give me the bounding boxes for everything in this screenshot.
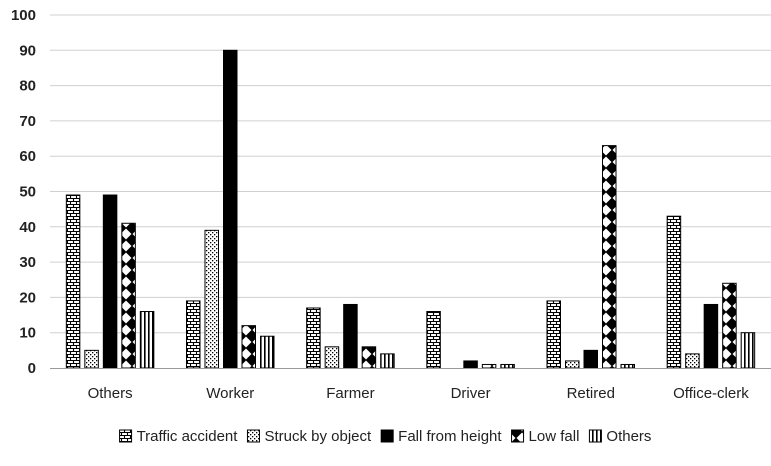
bar — [204, 229, 219, 369]
bar — [84, 349, 99, 369]
y-tick-label: 100 — [11, 7, 36, 24]
y-tick-label: 20 — [19, 289, 36, 306]
x-category-label: Office-clerk — [673, 385, 749, 402]
legend-label: Traffic accident — [137, 428, 239, 445]
bar — [260, 335, 275, 369]
bar — [65, 194, 81, 369]
y-tick-label: 50 — [19, 184, 36, 201]
x-axis-category-labels: Others Worker Farmer Driver Retired Office-cl… — [88, 385, 750, 402]
bar — [306, 307, 321, 369]
bar — [666, 215, 682, 369]
bar — [602, 145, 617, 369]
legend-label: Others — [606, 428, 651, 445]
bar — [463, 360, 478, 369]
bar — [324, 346, 340, 369]
x-category-label: Others — [88, 385, 133, 402]
bar — [703, 303, 719, 369]
x-category-label: Farmer — [326, 385, 374, 402]
bar — [685, 353, 700, 369]
legend-swatch — [511, 429, 525, 443]
bar — [343, 303, 358, 369]
y-tick-label: 60 — [19, 148, 36, 165]
legend-swatch — [380, 429, 394, 443]
bar — [102, 194, 118, 369]
y-tick-label: 80 — [19, 78, 36, 95]
bar — [565, 360, 580, 369]
y-tick-label: 90 — [19, 42, 36, 59]
legend-label: Struck by object — [264, 428, 372, 445]
y-tick-label: 0 — [28, 360, 36, 377]
bar — [546, 300, 561, 369]
legend-swatch — [246, 429, 260, 443]
x-category-label: Driver — [451, 385, 491, 402]
bar — [740, 332, 756, 369]
legend-swatch — [588, 429, 602, 443]
bar — [583, 349, 598, 369]
x-category-label: Worker — [206, 385, 254, 402]
bar — [380, 353, 395, 369]
bar — [361, 346, 377, 369]
bar — [722, 282, 737, 369]
bars — [65, 49, 756, 369]
bar — [139, 311, 155, 369]
bar — [186, 300, 201, 369]
bar — [426, 311, 441, 369]
bar — [620, 363, 635, 369]
bar — [241, 325, 256, 369]
y-tick-label: 30 — [19, 254, 36, 271]
y-axis-tick-labels: 0 10 20 30 40 50 60 70 80 90 100 — [11, 7, 36, 377]
legend-label: Fall from height — [398, 428, 502, 445]
gridlines — [50, 14, 771, 334]
bar — [500, 363, 515, 369]
y-tick-label: 40 — [19, 219, 36, 236]
y-tick-label: 10 — [19, 325, 36, 342]
bar — [121, 222, 136, 369]
legend-swatch — [119, 429, 133, 443]
y-tick-label: 70 — [19, 113, 36, 130]
legend: Traffic accident Struck by object Fall fro… — [119, 428, 651, 445]
legend-label: Low fall — [529, 428, 580, 445]
bar — [223, 49, 238, 369]
bar — [481, 363, 497, 369]
x-category-label: Retired — [567, 385, 615, 402]
